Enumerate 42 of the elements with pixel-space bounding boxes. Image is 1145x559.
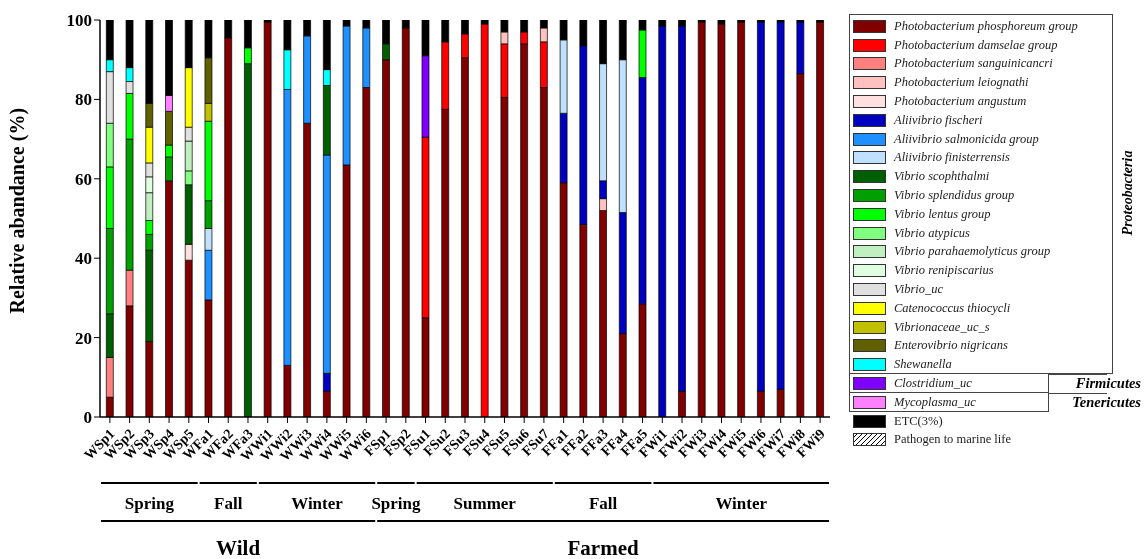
- text: Summer: [453, 494, 517, 513]
- legend-label: Aliivibrio fischeri: [894, 112, 983, 128]
- y-tick-label: 60: [75, 169, 92, 189]
- y-tick-label: 80: [75, 90, 92, 110]
- text: Fall: [214, 494, 243, 513]
- legend-label: Photobacterium leiognathi: [894, 75, 1029, 91]
- y-tick-label: 0: [83, 408, 92, 428]
- legend-label: Vibrio splendidus group: [894, 188, 1015, 204]
- legend-label: ETC(3%): [894, 413, 943, 429]
- text: Spring: [124, 494, 175, 513]
- legend-label: Vibrio lentus group: [894, 206, 991, 222]
- text: Proteobacteria: [1120, 150, 1136, 235]
- legend-label: Photobacterium angustum: [894, 94, 1027, 110]
- legend-label: Vibrio scophthalmi: [894, 169, 990, 185]
- legend-label: Photobacterium phosphoreum group: [894, 18, 1078, 34]
- legend-label: Catenococcus thiocycli: [894, 300, 1011, 316]
- legend-label: Photobacterium sanguinicancri: [894, 56, 1053, 72]
- legend-label: Aliivibrio finisterrensis: [894, 150, 1010, 166]
- text: Farmed: [567, 536, 639, 559]
- y-tick-label: 40: [75, 249, 92, 269]
- y-tick-label: 20: [75, 328, 92, 348]
- legend-label: Vibrio renipiscarius: [894, 263, 994, 279]
- text: Tenericutes: [1072, 393, 1141, 412]
- legend-label: Vibrio atypicus: [894, 225, 970, 241]
- legend-label: Photobacterium damselae group: [894, 37, 1058, 53]
- text: Winter: [291, 494, 344, 513]
- text: Winter: [715, 494, 768, 513]
- text: Firmicutes: [1075, 374, 1141, 393]
- legend-label: Vibrio_uc: [894, 282, 944, 298]
- legend-label: Enterovibrio nigricans: [894, 338, 1008, 354]
- legend-label: Clostridium_uc: [894, 376, 972, 392]
- y-tick-label: 100: [66, 11, 92, 31]
- legend-label: Aliivibrio salmonicida group: [894, 131, 1039, 147]
- text: Wild: [216, 536, 261, 559]
- text: Spring: [371, 494, 422, 513]
- legend-label: Shewanella: [894, 357, 952, 373]
- text: Fall: [588, 494, 618, 513]
- legend-label: Mycoplasma_uc: [894, 394, 976, 410]
- legend-label: Vibrionaceae_uc_s: [894, 319, 990, 335]
- y-axis-title: Relative abandance (%): [6, 107, 30, 314]
- legend-label: Vibrio parahaemolyticus group: [894, 244, 1051, 260]
- text: Pathogen to marine life: [894, 432, 1011, 448]
